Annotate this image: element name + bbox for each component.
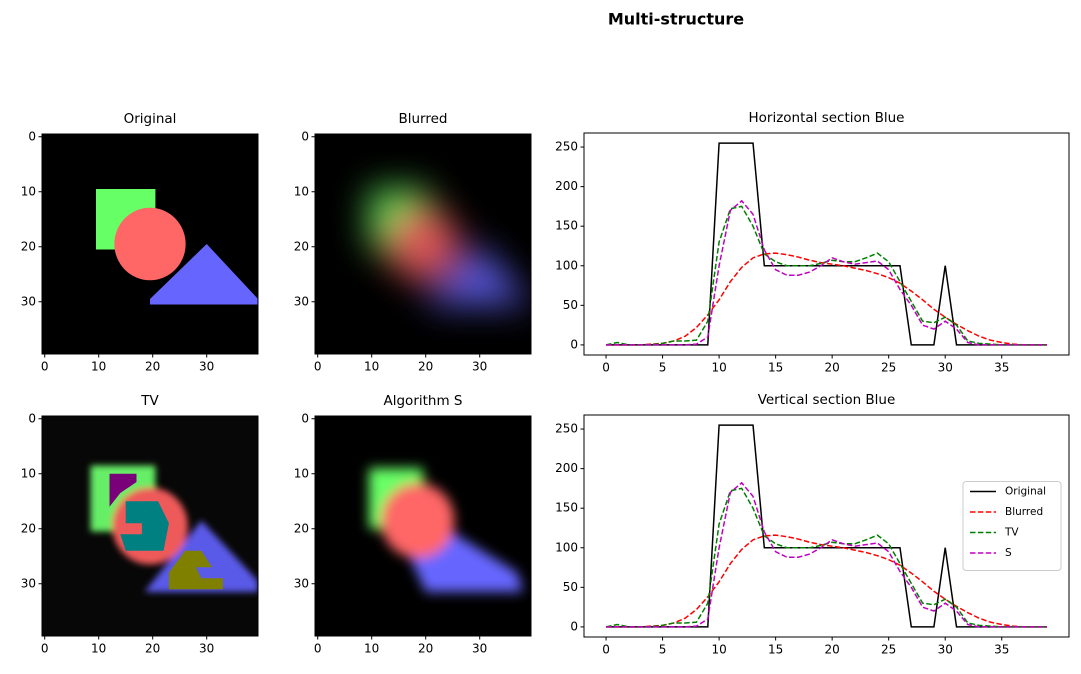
x-tick-label: 20 bbox=[145, 642, 160, 656]
y-tick-label: 30 bbox=[294, 576, 309, 590]
x-tick-label: 25 bbox=[881, 361, 896, 375]
y-tick-label: 200 bbox=[555, 461, 578, 475]
x-tick-label: 35 bbox=[994, 361, 1009, 375]
y-tick-label: 30 bbox=[21, 294, 36, 308]
red-disk bbox=[114, 208, 185, 281]
y-tick-label: 200 bbox=[555, 179, 578, 193]
legend-label: S bbox=[1005, 547, 1012, 559]
axes-title: TV bbox=[140, 393, 159, 409]
x-tick-label: 35 bbox=[994, 643, 1009, 657]
image-content bbox=[42, 416, 258, 636]
y-tick-label: 250 bbox=[555, 422, 578, 436]
figure: Multi-structure Original 0 10 20 30 0 10 20 30 B… bbox=[0, 0, 1081, 674]
x-tick-label: 30 bbox=[472, 360, 487, 374]
y-tick-label: 100 bbox=[555, 258, 578, 272]
x-tick-label: 30 bbox=[938, 361, 953, 375]
x-tick-label: 10 bbox=[364, 642, 379, 656]
legend-label: Original bbox=[1005, 486, 1046, 498]
x-tick-label: 0 bbox=[602, 643, 610, 657]
y-tick-label: 50 bbox=[563, 298, 578, 312]
legend-label: TV bbox=[1004, 527, 1019, 539]
y-tick-label: 30 bbox=[21, 576, 36, 590]
image-content bbox=[315, 134, 531, 354]
y-tick-label: 100 bbox=[555, 540, 578, 554]
y-tick-label: 150 bbox=[555, 501, 578, 515]
y-tick-label: 20 bbox=[21, 521, 36, 535]
y-tick-label: 0 bbox=[301, 129, 309, 143]
legend-label: Blurred bbox=[1005, 506, 1043, 518]
red-disk bbox=[387, 208, 458, 281]
axes-title: Original bbox=[124, 111, 177, 127]
x-tick-label: 30 bbox=[472, 642, 487, 656]
series-line bbox=[606, 201, 1047, 345]
x-tick-label: 0 bbox=[602, 361, 610, 375]
axes-frame bbox=[584, 133, 1069, 355]
y-tick-label: 0 bbox=[28, 129, 36, 143]
series-line bbox=[606, 143, 1047, 345]
axes-title: Vertical section Blue bbox=[758, 392, 896, 408]
image-content bbox=[315, 416, 531, 636]
series-line bbox=[606, 206, 1047, 345]
y-tick-label: 20 bbox=[294, 521, 309, 535]
x-tick-label: 10 bbox=[91, 360, 106, 374]
y-tick-label: 20 bbox=[21, 239, 36, 253]
x-tick-label: 20 bbox=[825, 361, 840, 375]
x-tick-label: 20 bbox=[418, 642, 433, 656]
x-tick-label: 30 bbox=[199, 642, 214, 656]
x-tick-label: 20 bbox=[825, 643, 840, 657]
x-tick-label: 10 bbox=[711, 643, 726, 657]
x-tick-label: 15 bbox=[768, 643, 783, 657]
y-tick-label: 0 bbox=[570, 337, 578, 351]
y-tick-label: 0 bbox=[301, 411, 309, 425]
x-tick-label: 5 bbox=[659, 643, 667, 657]
x-tick-label: 30 bbox=[199, 360, 214, 374]
axes-title: Blurred bbox=[398, 111, 447, 127]
y-tick-label: 10 bbox=[21, 184, 36, 198]
y-tick-label: 10 bbox=[21, 466, 36, 480]
axes-title: Algorithm S bbox=[384, 393, 463, 409]
x-tick-label: 10 bbox=[364, 360, 379, 374]
x-tick-label: 5 bbox=[659, 361, 667, 375]
series-line bbox=[606, 253, 1047, 345]
x-tick-label: 0 bbox=[314, 360, 322, 374]
x-tick-label: 0 bbox=[41, 642, 49, 656]
red-disk bbox=[381, 483, 454, 558]
x-tick-label: 10 bbox=[711, 361, 726, 375]
axes-title: Horizontal section Blue bbox=[748, 110, 904, 126]
x-tick-label: 0 bbox=[314, 642, 322, 656]
y-tick-label: 150 bbox=[555, 219, 578, 233]
x-tick-label: 20 bbox=[145, 360, 160, 374]
image-content bbox=[42, 134, 258, 354]
x-tick-label: 10 bbox=[91, 642, 106, 656]
y-tick-label: 0 bbox=[570, 619, 578, 633]
y-tick-label: 50 bbox=[563, 580, 578, 594]
x-tick-label: 0 bbox=[41, 360, 49, 374]
x-tick-label: 30 bbox=[938, 643, 953, 657]
y-tick-label: 250 bbox=[555, 140, 578, 154]
y-tick-label: 20 bbox=[294, 239, 309, 253]
x-tick-label: 20 bbox=[418, 360, 433, 374]
y-tick-label: 30 bbox=[294, 294, 309, 308]
x-tick-label: 15 bbox=[768, 361, 783, 375]
y-tick-label: 0 bbox=[28, 411, 36, 425]
y-tick-label: 10 bbox=[294, 466, 309, 480]
y-tick-label: 10 bbox=[294, 184, 309, 198]
figure-title: Multi-structure bbox=[608, 10, 744, 29]
x-tick-label: 25 bbox=[881, 643, 896, 657]
